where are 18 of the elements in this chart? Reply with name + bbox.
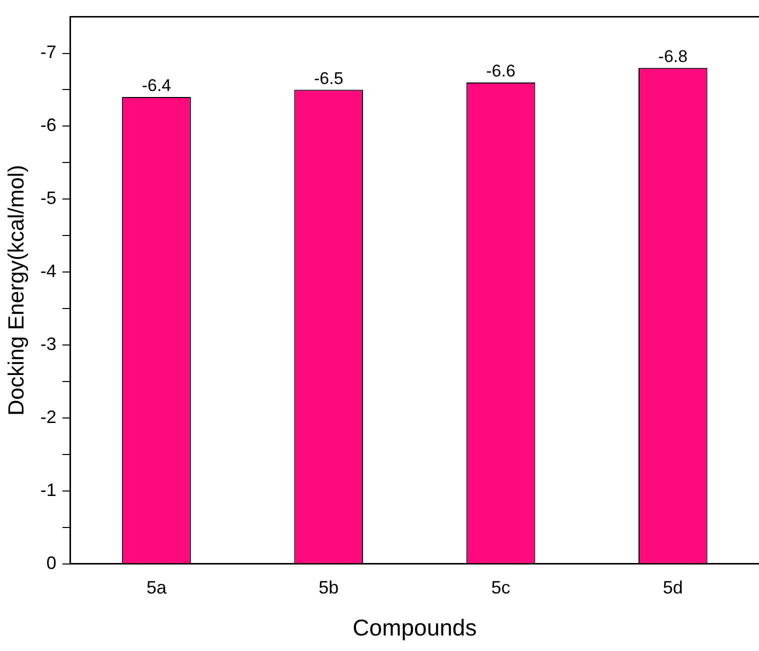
x-tick-label: 5d	[662, 578, 683, 598]
y-tick-label: -5	[40, 188, 56, 208]
data-label: -6.5	[314, 68, 344, 88]
y-tick-label: 0	[46, 552, 56, 573]
data-label: -6.8	[658, 47, 688, 66]
y-tick-label: -4	[40, 261, 56, 282]
x-tick-label: 5c	[491, 578, 510, 598]
y-axis-title: Docking Energy(kcal/mol)	[3, 164, 28, 416]
x-tick-label: 5b	[318, 578, 339, 598]
y-tick-label: -3	[40, 334, 56, 354]
data-label: -6.6	[486, 62, 516, 81]
y-tick-label: -6	[40, 115, 56, 136]
y-tick-label: -7	[40, 42, 56, 62]
y-tick-label: -1	[40, 480, 56, 500]
x-axis-title: Compounds	[352, 614, 477, 641]
x-tick-label: 5a	[146, 578, 168, 598]
y-tick-label: -2	[40, 406, 56, 427]
data-label: -6.4	[142, 76, 172, 96]
